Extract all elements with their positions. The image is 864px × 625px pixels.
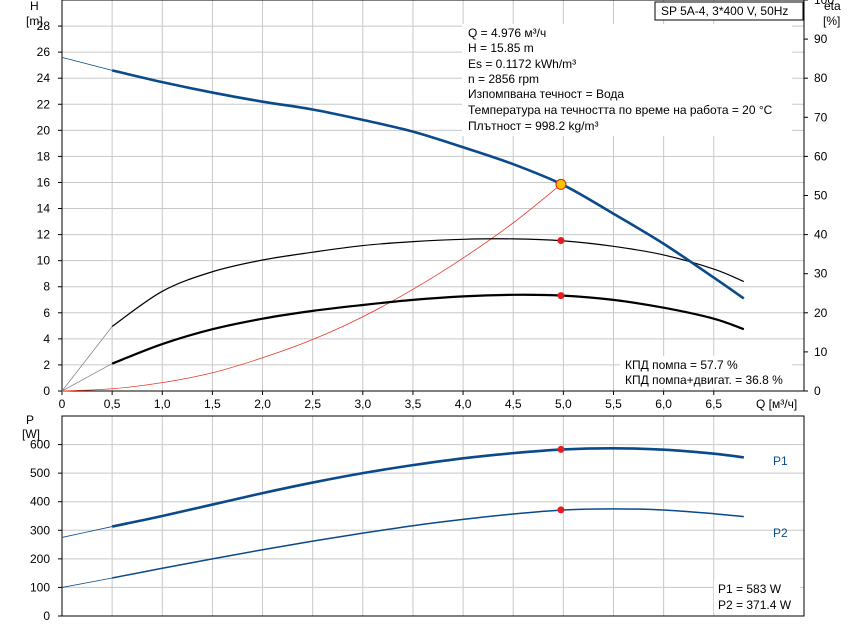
y-power-tick-label: 0 — [43, 609, 50, 623]
info-energy: Es = 0.1172 kWh/m³ — [468, 57, 576, 71]
eta-pump-curve-extrapolated — [61, 326, 113, 392]
x-tick-label: 1,5 — [204, 397, 221, 411]
y-right-tick-label: 20 — [814, 306, 828, 320]
info-density: Плътност = 998.2 kg/m³ — [468, 119, 598, 133]
info-liquid: Изпомпвана течност = Вода — [468, 87, 624, 101]
chart-title: SP 5A-4, 3*400 V, 50Hz — [661, 4, 788, 18]
p1-curve-extrapolated — [61, 526, 113, 538]
y-left-tick-label: 6 — [43, 306, 50, 320]
x-tick-label: 6,0 — [655, 397, 672, 411]
y-left-tick-label: 14 — [37, 202, 51, 216]
power-point-marker — [557, 506, 565, 514]
efficiency-point-marker — [557, 236, 565, 244]
power-info: P1 = 583 W P2 = 371.4 W — [714, 580, 800, 613]
head-curve-extrapolated — [61, 56, 113, 71]
x-tick-label: 1,0 — [154, 397, 171, 411]
bottom-panel-axes: 0 100 200 300 400 500 600 — [30, 438, 62, 623]
y-left-label: H — [30, 0, 39, 13]
bottom-panel-frame — [61, 415, 805, 617]
p2-curve-line — [111, 508, 744, 579]
eta-total-curve-extrapolated — [61, 363, 113, 392]
y-left-tick-label: 8 — [43, 280, 50, 294]
y-left-tick-label: 24 — [37, 71, 51, 85]
x-tick-label: 3,5 — [405, 397, 422, 411]
y-right-tick-label: 100 — [814, 0, 834, 7]
duty-point-marker — [555, 178, 567, 190]
y-right-tick-label: 80 — [814, 71, 828, 85]
top-panel-series — [61, 56, 745, 392]
x-tick-label: 3,0 — [354, 397, 371, 411]
info-temperature: Температура на течността по време на раб… — [468, 103, 773, 117]
p2-curve-extrapolated — [61, 577, 113, 588]
title-box — [654, 1, 804, 21]
eta-total-curve-line — [111, 293, 745, 365]
power-background — [714, 580, 800, 613]
x-tick-label: 6,5 — [705, 397, 722, 411]
y-left-tick-label: 16 — [37, 175, 51, 189]
legend-p2: P2 — [773, 526, 788, 540]
info-background — [462, 24, 792, 136]
operating-points — [555, 178, 567, 514]
x-tick-label: 0 — [59, 397, 66, 411]
y-power-tick-label: 400 — [30, 495, 50, 509]
legend-p1: P1 — [773, 454, 788, 468]
y-left-tick-label: 0 — [43, 384, 50, 398]
y-right-tick-label: 30 — [814, 267, 828, 281]
y-right-unit: [%] — [823, 14, 840, 28]
y-right-tick-label: 90 — [814, 32, 828, 46]
info-speed: n = 2856 rpm — [468, 72, 539, 86]
p2-value-label: P2 = 371.4 W — [718, 598, 792, 612]
x-tick-label: 5,5 — [605, 397, 622, 411]
eta-pump-curve-line — [111, 238, 745, 327]
y-left-tick-label: 10 — [37, 254, 51, 268]
head-curve-line — [111, 69, 745, 300]
x-axis-label: Q [м³/ч] — [756, 397, 797, 411]
y-power-label: P — [26, 413, 34, 427]
y-power-tick-label: 200 — [30, 552, 50, 566]
p1-value-label: P1 = 583 W — [718, 582, 782, 596]
y-right-tick-label: 10 — [814, 345, 828, 359]
x-tick-label: 0,5 — [104, 397, 121, 411]
y-left-tick-label: 28 — [37, 19, 51, 33]
y-power-tick-label: 500 — [30, 466, 50, 480]
system-curve-line — [61, 184, 562, 392]
x-tick-label: 5,0 — [555, 397, 572, 411]
power-point-marker — [557, 445, 565, 453]
efficiency-background — [620, 356, 792, 388]
y-right-tick-label: 40 — [814, 228, 828, 242]
p1-curve-line — [111, 446, 744, 528]
x-tick-label: 2,0 — [254, 397, 271, 411]
y-power-tick-label: 600 — [30, 438, 50, 452]
y-right-tick-label: 70 — [814, 110, 828, 124]
y-power-unit: [W] — [22, 427, 40, 441]
y-left-tick-label: 2 — [43, 358, 50, 372]
y-left-tick-label: 18 — [37, 149, 51, 163]
x-tick-label: 4,0 — [455, 397, 472, 411]
info-head: H = 15.85 m — [468, 41, 534, 55]
x-tick-label: 4,5 — [505, 397, 522, 411]
bottom-panel-series — [61, 446, 744, 588]
y-left-tick-label: 4 — [43, 332, 50, 346]
y-power-tick-label: 100 — [30, 580, 50, 594]
operating-info: Q = 4.976 м³/ч H = 15.85 m Es = 0.1172 k… — [462, 24, 792, 136]
top-panel-axes: 0 0,5 1,0 1,5 2,0 2,5 3,0 3,5 4,0 4,5 5,0 5,5 6,0 6,5… — [37, 0, 834, 411]
y-right-tick-label: 50 — [814, 189, 828, 203]
y-right-tick-label: 0 — [814, 384, 821, 398]
y-power-tick-label: 300 — [30, 523, 50, 537]
info-flow: Q = 4.976 м³/ч — [468, 26, 546, 40]
efficiency-point-marker — [557, 292, 565, 300]
y-right-label: eta — [824, 0, 841, 13]
eta-pump-label: КПД помпа = 57.7 % — [625, 358, 738, 372]
y-left-tick-label: 22 — [37, 97, 51, 111]
y-left-tick-label: 20 — [37, 123, 51, 137]
eta-total-label: КПД помпа+двигат. = 36.8 % — [625, 373, 783, 387]
y-left-tick-label: 26 — [37, 45, 51, 59]
bottom-panel-grid — [61, 416, 804, 617]
efficiency-info: КПД помпа = 57.7 % КПД помпа+двигат. = 3… — [620, 356, 792, 388]
y-left-unit: [m] — [26, 14, 43, 28]
x-tick-label: 2,5 — [304, 397, 321, 411]
y-right-tick-label: 60 — [814, 149, 828, 163]
y-left-tick-label: 12 — [37, 228, 51, 242]
